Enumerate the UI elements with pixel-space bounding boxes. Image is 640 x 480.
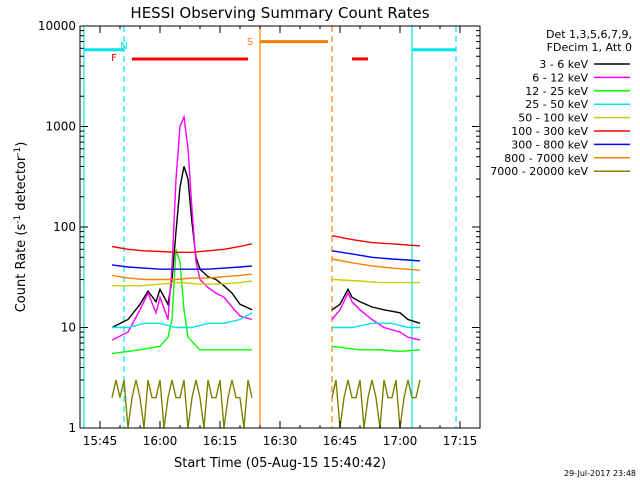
legend-header-line-1: Det 1,3,5,6,7,9, [546, 28, 632, 41]
series-line [331, 235, 421, 247]
x-tick-label: 16:30 [263, 434, 298, 448]
legend-header-line-2: FDecim 1, Att 0 [547, 41, 632, 54]
flag-bars [84, 40, 456, 61]
series-line [111, 114, 253, 341]
series-line [331, 291, 421, 341]
series-line [112, 280, 253, 287]
flag-letters: NF S [111, 37, 253, 64]
x-tick-label: 15:45 [83, 434, 118, 448]
legend-label: 50 - 100 keV [518, 112, 588, 125]
x-tick-label: 16:15 [203, 434, 238, 448]
flag-letter: N [120, 41, 127, 52]
axes: 15:45 16:00 16:15 16:30 16:45 17:00 17:15 1 10 10… [38, 19, 481, 448]
x-tick-label: 17:00 [383, 434, 418, 448]
legend-label: 800 - 7000 keV [504, 152, 588, 165]
series-line [331, 379, 421, 428]
series-line [331, 258, 421, 272]
y-tick-label: 10 [61, 321, 76, 335]
x-tick-label: 16:45 [323, 434, 358, 448]
x-tick-label: 17:15 [443, 434, 478, 448]
y-axis-label: Count Rate (s-1 detector-1) [13, 142, 29, 313]
footer-timestamp: 29-Jul-2017 23:48 [564, 469, 636, 478]
series-line [331, 278, 420, 284]
series-line [111, 264, 253, 270]
x-axis-label: Start Time (05-Aug-15 15:40:42) [174, 456, 386, 471]
series-line [111, 166, 253, 329]
y-tick-label: 10000 [38, 19, 76, 33]
series-line [111, 243, 253, 254]
series-line [111, 379, 253, 428]
legend-label: 12 - 25 keV [525, 85, 588, 98]
series-line [111, 273, 253, 281]
legend-label: 7000 - 20000 keV [490, 165, 588, 178]
legend-label: 300 - 800 keV [511, 138, 588, 151]
flag-letter: S [247, 37, 253, 48]
legend-label: 25 - 50 keV [525, 98, 588, 111]
y-tick-label: 100 [53, 220, 76, 234]
series-line [332, 322, 420, 329]
y-tick-label: 1000 [45, 120, 76, 134]
x-tick-label: 16:00 [143, 434, 178, 448]
series-line [331, 287, 421, 324]
series-lines [111, 114, 421, 428]
series-line [331, 345, 421, 353]
legend-label: 3 - 6 keV [539, 58, 588, 71]
series-line [331, 250, 421, 262]
flag-letter: F [111, 53, 117, 64]
chart-title: HESSI Observing Summary Count Rates [130, 4, 429, 22]
mode-change-lines [83, 26, 457, 428]
legend: Det 1,3,5,6,7,9, FDecim 1, Att 0 3 - 6 k… [490, 28, 632, 178]
legend-label: 6 - 12 keV [532, 71, 588, 84]
series-line [111, 249, 252, 355]
y-tick-label: 1 [68, 421, 76, 435]
plot-frame [79, 25, 481, 429]
legend-label: 100 - 300 keV [511, 125, 588, 138]
series-line [112, 312, 253, 329]
